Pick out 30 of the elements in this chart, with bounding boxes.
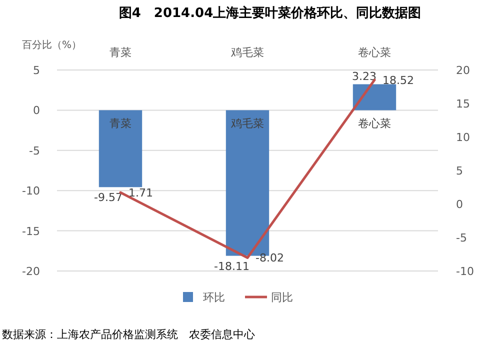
data-label: 18.52 [382, 74, 414, 87]
y-axis-title: 百分比（%） [22, 39, 82, 51]
data-label: -8.02 [256, 252, 284, 265]
data-label: -18.11 [214, 260, 250, 273]
y-tick-label: -15 [22, 224, 40, 238]
y-tick-label: -5 [29, 144, 40, 158]
data-label: 1.71 [128, 186, 153, 200]
y2-tick-label: -5 [456, 232, 467, 244]
y-tick-label: 5 [33, 64, 40, 77]
legend-label: 环比 [203, 291, 225, 304]
annotation: 鸡毛菜 [230, 117, 264, 130]
annotation: 青菜 [110, 117, 132, 130]
y2-tick-label: 10 [456, 131, 470, 144]
legend-label: 同比 [271, 291, 293, 304]
y2-tick-label: -10 [456, 265, 474, 278]
x-tick-label: 青菜 [110, 46, 132, 59]
y2-tick-label: 20 [456, 64, 470, 77]
annotation: 卷心菜 [358, 117, 391, 130]
y2-tick-label: 5 [456, 164, 463, 178]
data-label: -9.57 [94, 191, 122, 204]
chart-title: 图4 2014.04上海主要叶菜价格环比、同比数据图 [118, 5, 422, 21]
y2-tick-label: 15 [456, 98, 470, 110]
y-tick-label: 0 [33, 104, 40, 118]
y-tick-label: -10 [22, 184, 40, 198]
data-label: 3.23 [352, 70, 376, 84]
y2-tick-label: 0 [456, 198, 463, 211]
x-tick-label: 鸡毛菜 [230, 46, 264, 59]
y-tick-label: -20 [22, 265, 40, 278]
x-tick-label: 卷心菜 [358, 46, 391, 59]
source-note: 数据来源：上海农产品价格监测系统 农委信息中心 [2, 328, 255, 341]
